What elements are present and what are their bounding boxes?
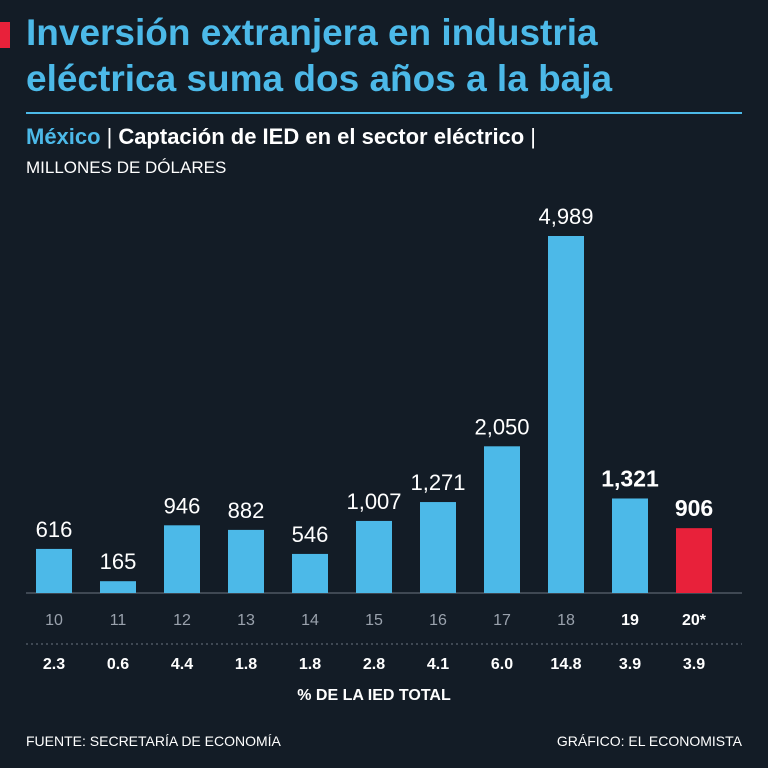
chart-subtitle: México | Captación de IED en el sector elé… <box>26 124 542 150</box>
bar-value-label: 882 <box>228 498 265 523</box>
bar-value-label: 616 <box>36 517 73 542</box>
source-note: FUENTE: SECRETARÍA DE ECONOMÍA <box>26 733 281 749</box>
bar-value-label: 906 <box>675 495 713 521</box>
bar <box>548 236 584 593</box>
percent-value-label: 1.8 <box>299 656 321 673</box>
bar <box>164 525 200 593</box>
percent-value-label: 3.9 <box>683 656 705 673</box>
title-accent-mark <box>0 22 10 48</box>
x-tick-label: 16 <box>429 612 447 629</box>
percent-value-label: 2.3 <box>43 656 65 673</box>
bar-value-label: 1,007 <box>346 489 401 514</box>
bar <box>292 553 328 593</box>
bar-value-label: 946 <box>164 493 201 518</box>
bar <box>228 529 264 593</box>
bar-value-label: 1,321 <box>601 465 659 491</box>
title-rule <box>26 112 742 114</box>
bar <box>420 502 456 593</box>
percent-row-title: % DE LA IED TOTAL <box>297 687 451 704</box>
x-tick-label: 13 <box>237 612 255 629</box>
bar <box>100 581 136 593</box>
percent-value-label: 6.0 <box>491 656 513 673</box>
percent-value-label: 0.6 <box>107 656 129 673</box>
bar <box>612 498 648 593</box>
x-tick-label: 10 <box>45 612 63 629</box>
bar-value-label: 546 <box>292 522 329 547</box>
x-tick-label: 19 <box>621 612 639 629</box>
chart-title: Inversión extranjera en industria eléctr… <box>26 12 613 99</box>
bar-value-label: 4,989 <box>538 204 593 229</box>
x-tick-label: 12 <box>173 612 191 629</box>
subtitle-metric: Captación de IED en el sector eléctrico <box>118 124 525 149</box>
bar-value-label: 2,050 <box>474 414 529 439</box>
x-tick-label: 14 <box>301 612 319 629</box>
bar <box>356 520 392 593</box>
subtitle-country: México <box>26 124 101 149</box>
x-tick-label: 15 <box>365 612 383 629</box>
x-tick-label: 20* <box>682 612 707 629</box>
bar <box>484 446 520 593</box>
percent-value-label: 4.4 <box>171 656 193 673</box>
percent-value-label: 1.8 <box>235 656 257 673</box>
percent-value-label: 3.9 <box>619 656 641 673</box>
x-tick-label: 18 <box>557 612 575 629</box>
x-tick-label: 11 <box>110 612 127 629</box>
credit-note: GRÁFICO: EL ECONOMISTA <box>556 733 742 749</box>
percent-value-label: 2.8 <box>363 656 385 673</box>
percent-value-label: 4.1 <box>427 656 449 673</box>
percent-value-label: 14.8 <box>550 656 581 673</box>
subtitle-separator-2: | <box>530 124 536 149</box>
units-label: MILLONES DE DÓLARES <box>26 158 227 177</box>
bar <box>676 528 712 593</box>
bar-value-label: 1,271 <box>410 470 465 495</box>
x-tick-label: 17 <box>493 612 511 629</box>
bar <box>36 548 72 593</box>
subtitle-separator-1: | <box>106 124 113 149</box>
bar-value-label: 165 <box>100 549 137 574</box>
